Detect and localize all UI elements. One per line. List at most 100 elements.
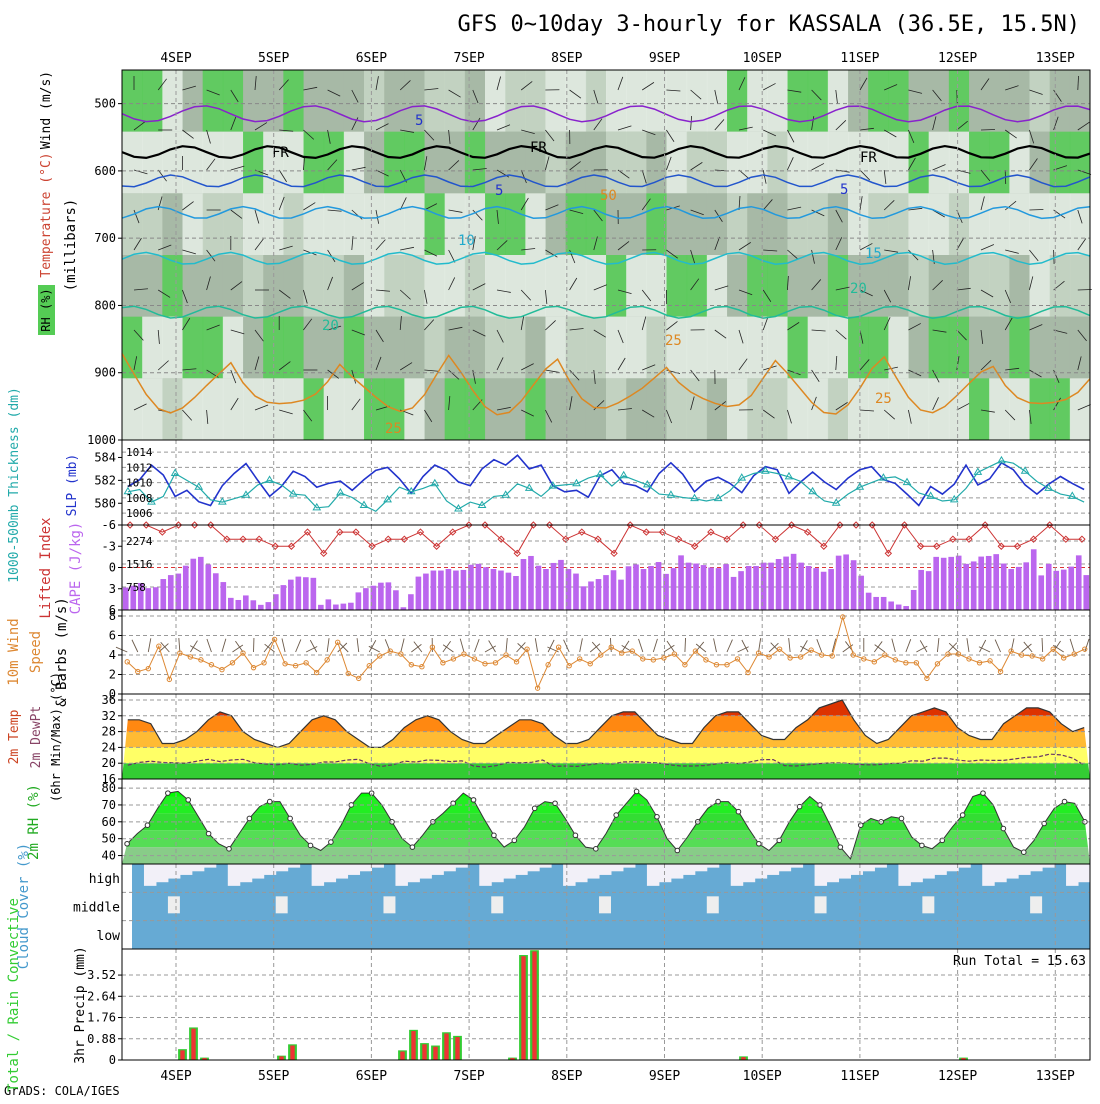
- cloud-row-label: middle: [73, 901, 120, 916]
- wind-barb: [789, 638, 790, 652]
- rh-cell: [364, 378, 385, 440]
- cape-bar: [948, 557, 954, 610]
- cloud-high-bar: [264, 864, 276, 875]
- rh-cell: [667, 70, 688, 132]
- rh-cell: [646, 255, 667, 317]
- rh-cell: [566, 317, 587, 379]
- rh-cell: [727, 317, 748, 379]
- rh-cell: [646, 193, 667, 255]
- tick-label: 2.64: [87, 989, 116, 1003]
- slp-tick-label: 1014: [126, 446, 153, 459]
- cape-axis-label: CAPE (J/kg): [68, 522, 84, 615]
- rh-cell: [324, 70, 345, 132]
- rh-point: [981, 791, 986, 796]
- wind-barb: [327, 638, 329, 652]
- rh-cell: [929, 317, 950, 379]
- temp-band: [122, 747, 1090, 763]
- rh-cell: [687, 70, 708, 132]
- isotherm-label: 5: [840, 182, 848, 198]
- rh-cell: [1009, 378, 1030, 440]
- rh-cell: [364, 132, 385, 194]
- cape-bar: [453, 571, 459, 610]
- cloud-high-bar: [539, 864, 551, 868]
- rh-point: [858, 823, 863, 828]
- tick-label: 40: [102, 849, 116, 863]
- rh-cell: [1009, 70, 1030, 132]
- cloud-high-bar: [455, 864, 467, 868]
- cape-bar: [408, 594, 414, 610]
- wind-barb: [892, 639, 896, 652]
- wind-barb: [132, 640, 138, 652]
- rh-cell: [243, 317, 264, 379]
- wind-barb: [296, 639, 301, 652]
- rh-cell: [183, 378, 204, 440]
- rh-cell: [223, 193, 244, 255]
- rh-cell: [223, 378, 244, 440]
- rh-cell: [1070, 193, 1091, 255]
- isotherm-label: FR: [530, 140, 547, 156]
- cloud-high-bar: [815, 864, 827, 886]
- dewpt-axis-label: 2m DewPt: [29, 706, 44, 769]
- thickness-axis-label: 1000-500mb Thickness (dm): [7, 387, 22, 583]
- cloud-high-bar: [1042, 864, 1054, 868]
- rh-point: [675, 848, 680, 853]
- wind-speed-point: [125, 660, 129, 664]
- wind-barb: [967, 638, 969, 652]
- cape-bar: [1001, 564, 1007, 610]
- rh-cell: [909, 317, 930, 379]
- cape-bar: [791, 554, 797, 610]
- rh-cell: [586, 378, 607, 440]
- rh-cell: [465, 70, 486, 132]
- wind-barb: [1024, 642, 1032, 652]
- tick-label: 4: [109, 648, 116, 662]
- tick-label: 3.52: [87, 968, 116, 982]
- rh-point: [125, 841, 130, 846]
- rh-cell: [667, 132, 688, 194]
- cape-bar: [956, 556, 962, 610]
- tick-label: 1.76: [87, 1011, 116, 1025]
- rh-cell: [667, 193, 688, 255]
- rh-cell: [626, 132, 647, 194]
- rh-point: [247, 816, 252, 821]
- cape-bar: [386, 582, 392, 610]
- cape-bar: [341, 604, 347, 610]
- slp-tick-label: 1008: [126, 492, 153, 505]
- wind-barb: [948, 643, 957, 652]
- cape-bar: [731, 577, 737, 610]
- cloud-high-bar: [683, 864, 695, 875]
- wind-barb: [920, 640, 927, 652]
- cape-bar: [506, 573, 512, 610]
- tick-label: 36: [102, 693, 116, 707]
- wind-barb: [817, 639, 822, 652]
- rh-cell: [606, 317, 627, 379]
- tick-label: -6: [102, 518, 116, 532]
- rh-cell: [1050, 132, 1071, 194]
- cloud-high-bar: [443, 864, 455, 871]
- cloud-high-bar: [922, 864, 934, 879]
- tick-label: 3: [109, 582, 116, 596]
- rh-cell: [1050, 317, 1071, 379]
- rh-cell: [485, 317, 506, 379]
- precip-convective-bar: [444, 1033, 448, 1060]
- cloud-high-bar: [348, 864, 360, 875]
- rh-cell: [828, 70, 849, 132]
- rh-cell: [445, 317, 466, 379]
- cape-bar: [753, 566, 759, 610]
- rh-cell: [344, 378, 365, 440]
- cape-bar: [1061, 570, 1067, 610]
- rh-point: [329, 840, 334, 845]
- wind-barb: [443, 641, 451, 652]
- cape-bar: [903, 606, 909, 610]
- cape-bar: [446, 569, 452, 610]
- rh-cell: [808, 378, 829, 440]
- precip-convective-bar: [290, 1046, 294, 1060]
- cape-bar: [513, 576, 519, 610]
- wind-barb: [685, 638, 686, 652]
- cape-bar: [536, 566, 542, 610]
- cape-bar: [963, 564, 969, 610]
- cape-bar: [858, 576, 864, 610]
- rh-cell: [767, 132, 788, 194]
- rh-cell: [364, 317, 385, 379]
- isotherm-label: FR: [272, 145, 289, 161]
- cloud-high-bar: [767, 864, 779, 875]
